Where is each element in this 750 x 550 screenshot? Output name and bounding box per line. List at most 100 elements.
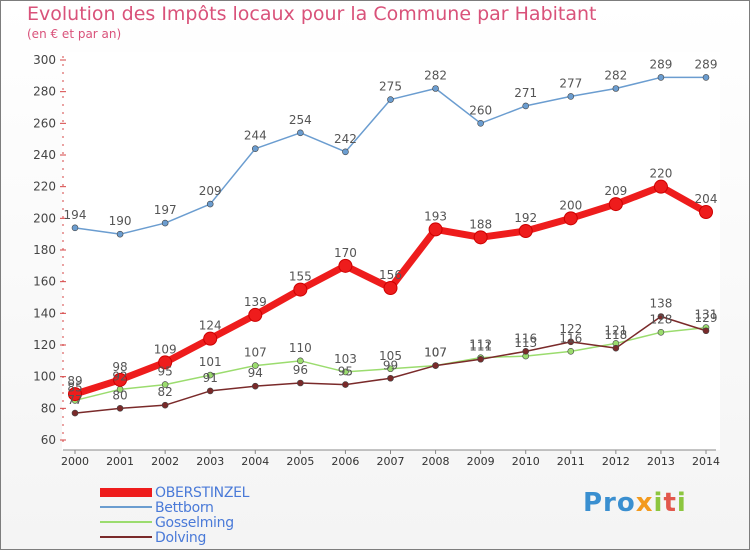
data-point: [293, 282, 308, 297]
data-point: [567, 93, 575, 100]
y-tick-label: 120: [33, 338, 56, 352]
legend-swatch-dolving: [100, 536, 152, 538]
legend-item-oberstinzel: OBERSTINZEL: [100, 485, 300, 501]
data-label: 282: [424, 69, 447, 83]
legend-item-bettborn: Bettborn: [100, 500, 300, 516]
data-point: [657, 313, 665, 320]
data-label: 99: [383, 358, 398, 372]
data-point: [477, 120, 484, 127]
data-point: [113, 372, 128, 387]
data-label: 244: [244, 129, 267, 143]
y-tick-label: 220: [33, 180, 56, 194]
data-label: 95: [158, 365, 173, 379]
data-point: [522, 102, 530, 110]
data-point: [342, 368, 349, 376]
y-tick-label: 160: [33, 275, 56, 289]
data-point: [342, 148, 349, 156]
data-label: 289: [695, 57, 718, 71]
data-label: 275: [379, 80, 402, 94]
data-label: 92: [112, 369, 127, 383]
chart-subtitle: (en € et par an): [27, 27, 122, 41]
data-label: 194: [64, 208, 87, 222]
data-label: 155: [289, 270, 312, 284]
data-point: [387, 96, 394, 103]
data-point: [473, 230, 488, 245]
data-label: 138: [649, 297, 672, 311]
x-tick-label: 2009: [467, 455, 495, 468]
data-label: 131: [695, 308, 718, 322]
data-label: 77: [67, 393, 82, 407]
data-label: 85: [67, 380, 82, 394]
data-label: 109: [154, 342, 177, 356]
data-point: [432, 85, 439, 92]
data-point: [567, 348, 575, 355]
data-point: [206, 371, 214, 379]
legend-item-gosselming: Gosselming: [100, 515, 300, 531]
data-point: [563, 211, 578, 226]
x-tick-label: 2004: [241, 455, 269, 468]
y-tick-label: 240: [33, 148, 56, 162]
data-label: 113: [514, 336, 537, 350]
legend-label-gosselming: Gosselming: [155, 515, 234, 531]
data-label: 89: [67, 374, 82, 388]
data-point: [251, 382, 259, 390]
data-point: [702, 74, 710, 81]
legend: OBERSTINZEL Bettborn Gosselming Dolving: [100, 485, 300, 546]
data-label: 124: [199, 319, 222, 333]
data-point: [161, 381, 169, 388]
data-point: [653, 179, 668, 194]
y-tick-label: 260: [33, 116, 56, 130]
x-tick-label: 2012: [602, 455, 630, 468]
data-point: [251, 145, 259, 152]
data-point: [206, 387, 214, 395]
data-point: [428, 222, 443, 237]
data-point: [71, 224, 79, 232]
data-label: 254: [289, 113, 312, 127]
legend-item-dolving: Dolving: [100, 530, 300, 546]
x-tick-label: 2002: [151, 455, 179, 468]
data-point: [522, 348, 530, 355]
data-point: [68, 387, 82, 402]
data-label: 80: [112, 388, 127, 402]
data-point: [432, 362, 439, 369]
data-point: [518, 224, 533, 238]
y-tick-label: 200: [33, 211, 56, 225]
data-point: [161, 401, 169, 409]
x-tick-label: 2014: [692, 455, 720, 468]
data-point: [297, 379, 304, 387]
data-point: [116, 230, 124, 238]
data-label: 116: [559, 331, 582, 345]
data-label: 110: [289, 341, 312, 355]
data-point: [567, 338, 575, 346]
data-label: 116: [514, 331, 537, 345]
data-label: 220: [649, 167, 672, 181]
data-label: 118: [604, 328, 627, 342]
y-tick-label: 140: [33, 306, 56, 320]
x-tick-label: 2005: [286, 455, 314, 468]
data-point: [206, 200, 214, 208]
data-label: 105: [379, 349, 402, 363]
x-tick-label: 2001: [106, 455, 134, 468]
data-point: [387, 365, 394, 373]
data-label: 156: [379, 268, 402, 282]
data-label: 103: [334, 352, 357, 366]
data-label: 112: [469, 338, 492, 352]
legend-swatch-oberstinzel: [100, 488, 152, 497]
data-label: 193: [424, 209, 447, 223]
data-label: 170: [334, 246, 357, 260]
data-label: 139: [244, 295, 267, 309]
data-point: [612, 85, 620, 92]
y-tick-label: 300: [33, 53, 56, 67]
y-tick-label: 80: [41, 401, 56, 415]
data-label: 128: [649, 312, 672, 326]
data-label: 190: [109, 214, 132, 228]
chart-title: Evolution des Impôts locaux pour la Comm…: [27, 3, 597, 25]
data-label: 271: [514, 86, 537, 100]
data-point: [158, 355, 173, 370]
data-point: [297, 357, 304, 365]
data-label: 192: [514, 211, 537, 225]
y-tick-label: 100: [33, 370, 56, 384]
data-label: 204: [695, 192, 718, 206]
y-tick-label: 60: [41, 433, 56, 447]
